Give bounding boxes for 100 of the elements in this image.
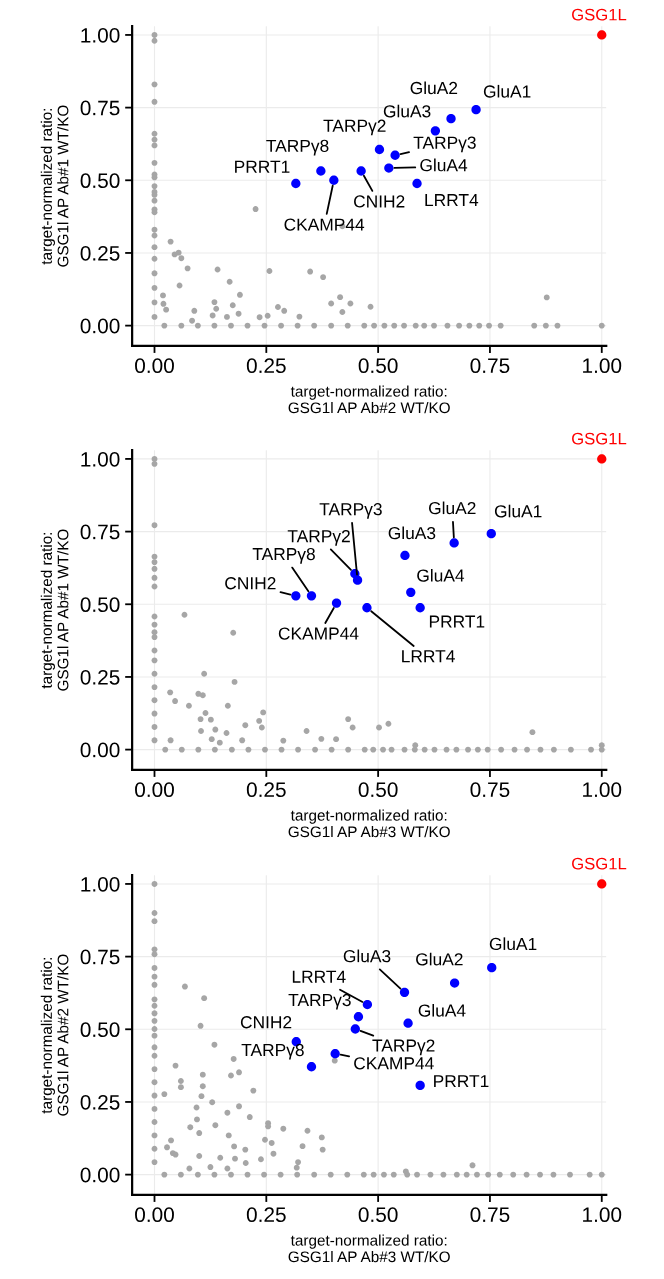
x-tick-label: 1.00 [583,358,622,374]
annotation: LRRT4 [425,194,479,207]
point [487,963,497,973]
x-tick-label: 0.50 [358,1207,398,1223]
x-axis-title: target-normalized ratio: GSG1l AP Ab#3 WT/KO [288,1234,450,1263]
annotation: GluA1 [494,504,542,518]
annotation: GluA2 [416,952,463,966]
annotation: CNIH2 [225,577,276,590]
annotation: GluA4 [420,158,468,172]
x-tick-label: 0.00 [135,358,174,374]
x-tick-label: 0.50 [358,358,398,374]
y-tick-label: 1.00 [81,27,120,43]
point [390,150,400,160]
x-axis-title: target-normalized ratio: GSG1l AP Ab#3 WT/KO [288,809,450,838]
y-tick-label: 0.00 [80,1167,120,1183]
y-tick-label: 0.25 [80,245,120,261]
series-label: GSG1L [572,432,627,445]
y-tick-label: 0.50 [80,1022,120,1038]
point [291,178,301,189]
point [350,1024,360,1034]
point [384,163,394,173]
annotation: GluA3 [383,104,431,118]
point [403,1018,413,1028]
point [446,114,456,124]
point [291,591,301,601]
annotation: LRRT4 [402,650,455,663]
point [399,987,410,998]
point [330,1049,340,1059]
annotation: GluA4 [418,1003,466,1017]
series-label: GSG1L [572,857,627,870]
y-tick-label: 0.50 [80,173,120,189]
point [597,30,607,40]
annotation: CNIH2 [240,1016,292,1029]
point [415,1080,425,1091]
point [306,591,317,601]
point [449,538,459,548]
point [597,879,607,889]
point [306,1062,317,1072]
x-tick-label: 0.75 [470,782,510,798]
y-tick-label: 0.25 [80,1094,120,1110]
annotation: TARPγ2 [372,1039,435,1056]
y-tick-label: 0.75 [80,524,120,540]
point [471,104,481,115]
y-axis-title: target-normalized ratio: GSG1l AP Ab#1 WT/KO [40,105,69,267]
point [374,144,385,155]
x-tick-label: 0.75 [470,1207,510,1223]
point [362,999,373,1010]
annotation: PRRT1 [434,1075,489,1088]
x-tick-label: 0.25 [246,1207,286,1223]
point [400,550,410,561]
point [597,454,607,464]
point [353,1012,364,1022]
annotation: CKAMP44 [354,1057,434,1070]
y-axis-title: target-normalized ratio: GSG1l AP Ab#1 WT/KO [40,529,69,691]
annotation: PRRT1 [429,615,485,628]
annotation: CKAMP44 [278,627,359,640]
annotation: CNIH2 [354,195,405,208]
annotation: GluA2 [429,501,476,515]
y-axis-title: target-normalized ratio: GSG1l AP Ab#2 WT/KO [40,954,69,1116]
y-tick-label: 0.00 [80,318,120,334]
y-tick-label: 0.75 [80,100,120,116]
annotation: GluA3 [343,949,391,963]
series-label: GSG1L [572,8,627,21]
annotation: TARPγ2 [323,119,386,136]
annotation: TARPγ2 [287,530,350,546]
annotation: GluA4 [417,568,465,582]
annotation: TARPγ8 [241,1043,304,1060]
x-tick-label: 0.50 [358,782,398,798]
annotation: GluA2 [410,81,458,95]
y-tick-label: 0.75 [80,949,120,965]
y-tick-label: 1.00 [81,451,120,467]
annotation: TARPγ8 [252,547,315,564]
point [316,166,326,176]
x-axis-title: target-normalized ratio: GSG1l AP Ab#2 WT/KO [288,385,450,414]
y-tick-label: 0.25 [80,669,120,685]
x-tick-label: 1.00 [583,782,622,798]
x-tick-label: 0.00 [135,1207,174,1223]
annotation: TARPγ3 [319,503,382,519]
y-tick-label: 0.50 [80,597,120,613]
x-tick-label: 0.75 [470,358,510,374]
point [412,178,422,189]
x-tick-label: 0.25 [246,782,286,798]
point [329,175,339,185]
x-tick-label: 0.25 [246,358,286,374]
point [430,126,441,136]
x-tick-label: 0.00 [135,782,174,798]
point [352,575,363,585]
y-tick-label: 0.00 [80,742,120,758]
point [356,166,366,176]
annotation: TARPγ3 [413,136,476,153]
y-tick-label: 1.00 [81,876,120,892]
point [362,603,372,613]
point [331,598,342,608]
annotation: TARPγ8 [266,139,329,156]
point [406,587,416,598]
annotation: TARPγ3 [288,993,351,1010]
annotation: GluA1 [483,84,531,98]
x-tick-label: 1.00 [583,1207,622,1223]
annotation: PRRT1 [235,160,290,173]
point [415,603,425,613]
